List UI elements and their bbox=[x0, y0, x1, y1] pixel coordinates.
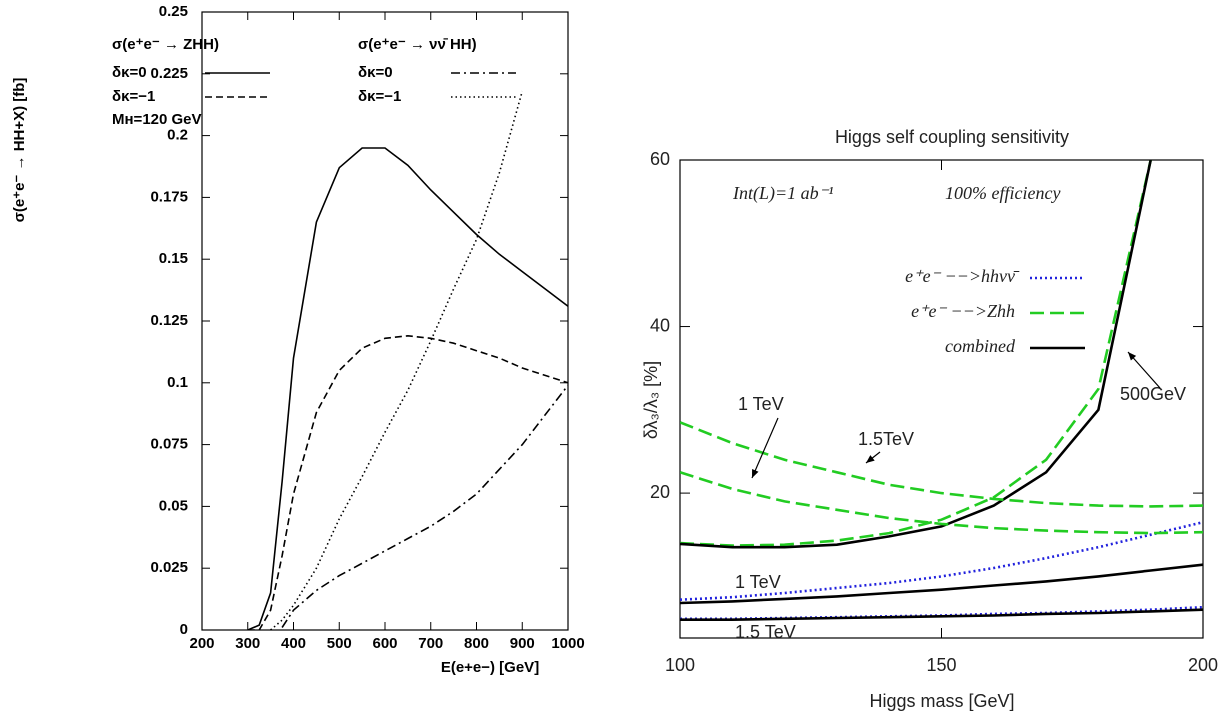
legend-label: e⁺e⁻ −−>hhνν̄ bbox=[905, 266, 1020, 286]
x-tick-label: 1000 bbox=[551, 635, 584, 652]
y-tick-label: 0.125 bbox=[150, 312, 188, 329]
x-axis-label: E(e+e−) [GeV] bbox=[441, 659, 539, 676]
series-line bbox=[680, 608, 1203, 621]
legend-label: combined bbox=[945, 336, 1016, 356]
arrow-head bbox=[752, 469, 759, 478]
series-line bbox=[680, 520, 1203, 601]
annotation: 1 TeV bbox=[735, 572, 781, 592]
annotation: 100% efficiency bbox=[945, 183, 1060, 203]
legend-group-title: σ(e⁺e⁻ → ZHH) bbox=[112, 36, 219, 53]
y-tick-label: 0 bbox=[180, 621, 188, 638]
annotation: 1 TeV bbox=[738, 394, 784, 414]
x-tick-label: 400 bbox=[281, 635, 306, 652]
y-tick-label: 0.25 bbox=[159, 3, 188, 20]
series-line bbox=[680, 160, 1152, 549]
arrow-head bbox=[866, 455, 875, 463]
legend-group-title: σ(e⁺e⁻ → νν̄ HH) bbox=[358, 36, 477, 53]
y-tick-label: 0.225 bbox=[150, 65, 188, 82]
series-line bbox=[680, 563, 1203, 605]
series-line bbox=[247, 147, 568, 630]
legend-label: δκ=−1 bbox=[112, 88, 155, 105]
y-tick-label: 0.05 bbox=[159, 497, 188, 514]
x-tick-label: 150 bbox=[926, 655, 956, 675]
series-line bbox=[281, 384, 568, 628]
x-tick-label: 100 bbox=[665, 655, 695, 675]
series-line bbox=[680, 421, 1203, 508]
x-axis-label: Higgs mass [GeV] bbox=[869, 691, 1014, 711]
x-tick-label: 500 bbox=[327, 635, 352, 652]
y-tick-label: 20 bbox=[650, 482, 670, 502]
legend-label: δκ=−1 bbox=[358, 88, 401, 105]
left-chart: 0 0.025 0.05 0.075 0.1 0.125 0.15 0.175 0.2 0.225… bbox=[11, 3, 585, 676]
x-tick-label: 600 bbox=[372, 635, 397, 652]
legend-label: δκ=0 bbox=[358, 64, 393, 81]
series-line bbox=[680, 471, 1203, 535]
legend-label: e⁺e⁻ −−>Zhh bbox=[911, 301, 1015, 321]
right-chart: 20 40 60 100 150 200 Higgs mass [GeV] δλ₃/λ₃ [%… bbox=[641, 127, 1218, 711]
x-tick-label: 200 bbox=[189, 635, 214, 652]
y-tick-label: 0.175 bbox=[150, 188, 188, 205]
y-tick-label: 40 bbox=[650, 315, 670, 335]
annotation: 1.5TeV bbox=[858, 429, 914, 449]
x-tick-label: 700 bbox=[418, 635, 443, 652]
y-tick-label: 60 bbox=[650, 149, 670, 169]
x-tick-label: 300 bbox=[235, 635, 260, 652]
series-line bbox=[270, 90, 524, 630]
x-tick-label: 900 bbox=[510, 635, 535, 652]
y-axis-label: σ(e⁺e⁻ → HH+X) [fb] bbox=[11, 78, 28, 223]
y-tick-label: 0.025 bbox=[150, 559, 188, 576]
y-tick-label: 0.1 bbox=[167, 374, 188, 391]
series-line bbox=[680, 160, 1152, 547]
y-tick-label: 0.075 bbox=[150, 436, 188, 453]
x-tick-label: 200 bbox=[1188, 655, 1218, 675]
annotation: 500GeV bbox=[1120, 384, 1186, 404]
arrow-head bbox=[1128, 352, 1137, 361]
y-tick-label: 0.15 bbox=[159, 250, 188, 267]
x-tick-label: 800 bbox=[464, 635, 489, 652]
annotation: 1.5 TeV bbox=[735, 622, 796, 642]
annotation: Int(L)=1 ab⁻¹ bbox=[732, 183, 834, 204]
y-axis-label: δλ₃/λ₃ [%] bbox=[641, 361, 661, 439]
legend-label: δκ=0 bbox=[112, 64, 147, 81]
chart-title: Higgs self coupling sensitivity bbox=[835, 127, 1069, 147]
annotation: Mʜ=120 GeV bbox=[112, 111, 202, 128]
series-line bbox=[247, 334, 568, 630]
y-tick-label: 0.2 bbox=[167, 127, 188, 144]
arrow-shaft bbox=[751, 417, 779, 479]
